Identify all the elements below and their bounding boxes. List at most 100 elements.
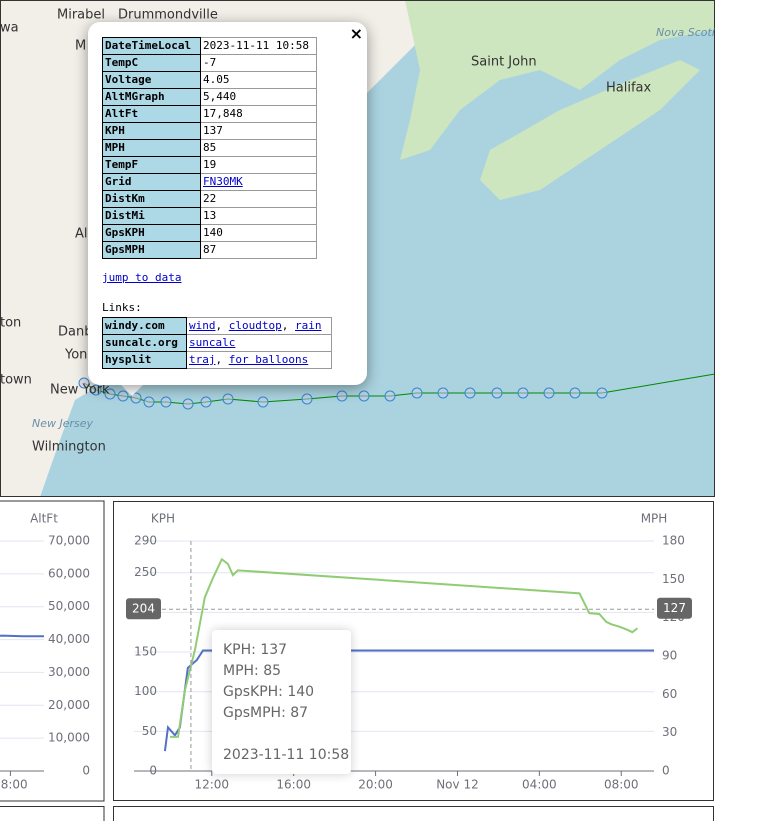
table-row: KPH 137	[102, 122, 317, 140]
axis-pointer-label: 127	[663, 601, 686, 615]
track-point	[200, 396, 212, 408]
axis-pointer-box	[126, 598, 161, 620]
track-point	[543, 387, 555, 399]
row-key: TempC	[102, 54, 201, 72]
link[interactable]: rain	[294, 319, 322, 332]
row-value: -7	[200, 54, 317, 72]
track-point	[117, 390, 129, 402]
y2-tick-label: 150	[662, 572, 685, 586]
tooltip-line: MPH: 85	[223, 663, 282, 679]
track-point	[143, 396, 155, 408]
table-row: TempC -7	[102, 54, 317, 72]
y-tick-label: 60,000	[48, 566, 90, 580]
table-row: windy.com wind, cloudtop, rain	[102, 317, 332, 335]
links-title: Links:	[102, 301, 142, 314]
map-label: Yon	[64, 348, 87, 363]
link[interactable]: for balloons	[228, 353, 309, 366]
y-axis-title: KPH	[151, 512, 175, 526]
chart-panel	[113, 501, 714, 801]
link-items: wind, cloudtop, rain	[186, 317, 332, 335]
row-value: 140	[200, 224, 317, 242]
grid-link[interactable]: FN30MK	[203, 175, 243, 188]
y2-tick-label: 180	[662, 534, 685, 548]
y-tick-label: 100	[134, 684, 157, 698]
link[interactable]: traj	[189, 353, 216, 366]
map-label: wa	[0, 21, 19, 36]
chart-panel	[113, 806, 714, 821]
y-tick-label: 40,000	[48, 632, 90, 646]
track-point	[78, 377, 90, 389]
y-tick-label: 0	[82, 764, 90, 778]
table-row: AltMGraph 5,440	[102, 88, 317, 106]
row-value: 22	[200, 190, 317, 208]
link-items: traj, for balloons	[186, 351, 332, 369]
y-tick-label: 250	[134, 565, 157, 579]
y2-axis-title: MPH	[641, 512, 668, 526]
link[interactable]: suncalc	[189, 336, 236, 349]
track-point	[104, 388, 116, 400]
track-point	[411, 387, 423, 399]
table-row: suncalc.org suncalc	[102, 334, 332, 352]
map-label: M	[75, 39, 86, 54]
map-label: Nova Scoti	[656, 26, 715, 39]
map-label: New Jersey	[32, 417, 94, 430]
x-tick-label: 04:00	[522, 778, 557, 792]
map-label: ton	[0, 316, 21, 331]
y-tick-label: 10,000	[48, 731, 90, 745]
map-land	[480, 60, 700, 200]
y-tick-label: 290	[134, 534, 157, 548]
track-point	[160, 396, 172, 408]
row-key: TempF	[102, 156, 201, 174]
series-line	[0, 634, 44, 638]
table-row: DateTimeLocal 2023-11-11 10:58	[102, 37, 317, 55]
y-tick-label: 50,000	[48, 599, 90, 613]
row-value: 5,440	[200, 88, 317, 106]
close-button[interactable]: ×	[349, 24, 363, 43]
tooltip-line: 2023-11-11 10:58	[223, 747, 350, 763]
row-key: AltMGraph	[102, 88, 201, 106]
track-point	[336, 390, 348, 402]
map-border	[0, 0, 715, 497]
row-key: DateTimeLocal	[102, 37, 201, 55]
track-point	[437, 387, 449, 399]
row-value: 17,848	[200, 105, 317, 123]
track-point	[569, 387, 581, 399]
row-value: 87	[200, 241, 317, 259]
track-point	[596, 387, 608, 399]
table-row: TempF 19	[102, 156, 317, 174]
x-tick-label: 16:00	[276, 778, 311, 792]
link[interactable]: wind	[189, 319, 216, 332]
track-point	[491, 387, 503, 399]
track-point	[222, 393, 234, 405]
track-point	[257, 396, 269, 408]
map-label: Halifax	[606, 81, 652, 96]
map-label: Saint John	[471, 55, 537, 70]
x-tick-label: 08:00	[0, 778, 28, 792]
y-axis-title: AltFt	[30, 512, 58, 526]
tooltip-line: GpsMPH: 87	[223, 705, 309, 721]
table-row: Grid FN30MK	[102, 173, 317, 191]
table-row: GpsKPH 140	[102, 224, 317, 242]
link[interactable]: cloudtop	[228, 319, 282, 332]
series-line	[170, 557, 639, 738]
map-label: Al	[75, 227, 88, 242]
row-value: 19	[200, 156, 317, 174]
data-table: DateTimeLocal 2023-11-11 10:58 TempC -7 Volt…	[102, 37, 317, 259]
links-table: windy.com wind, cloudtop, rain suncalc.org…	[102, 317, 332, 369]
axis-pointer-box	[657, 597, 692, 619]
jump-link[interactable]: jump to data	[102, 271, 182, 284]
map-label: Danb	[58, 325, 92, 340]
table-row: DistMi 13	[102, 207, 317, 225]
table-row: GpsMPH 87	[102, 241, 317, 259]
tooltip-line: KPH: 137	[223, 642, 288, 658]
x-tick-label: Nov 12	[436, 778, 479, 792]
tooltip: KPH: 137 MPH: 85 GpsKPH: 140 GpsMPH: 87 2023…	[212, 630, 351, 774]
track-point	[301, 393, 313, 405]
row-value: 4.05	[200, 71, 317, 89]
track-point	[384, 390, 396, 402]
row-key: DistMi	[102, 207, 201, 225]
row-key: AltFt	[102, 105, 201, 123]
y2-tick-label: 90	[662, 649, 677, 663]
row-value: 85	[200, 139, 317, 157]
popup-pointer	[120, 384, 144, 396]
